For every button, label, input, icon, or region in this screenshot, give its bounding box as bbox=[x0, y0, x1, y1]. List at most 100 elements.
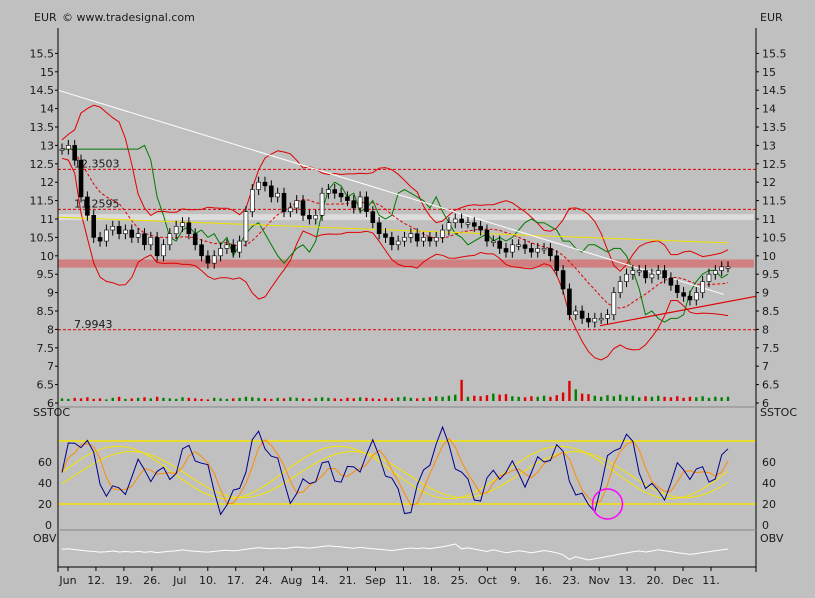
volume-bar bbox=[396, 397, 400, 401]
volume-bar bbox=[136, 397, 140, 401]
y-tick-label-left: 7.5 bbox=[37, 342, 55, 355]
candle-body bbox=[643, 270, 648, 279]
candle-body bbox=[224, 244, 230, 249]
x-tick-label: Nov bbox=[588, 574, 610, 587]
volume-bar bbox=[485, 395, 489, 401]
sstoc-tick-right: 0 bbox=[762, 519, 769, 532]
volume-bar bbox=[542, 395, 546, 401]
volume-bar bbox=[181, 397, 184, 401]
volume-bar bbox=[155, 396, 159, 401]
x-tick-label: 19. bbox=[115, 574, 133, 587]
y-tick-label-right: 11.5 bbox=[762, 195, 787, 208]
lagging-line bbox=[62, 144, 729, 323]
y-tick-label-left: 10 bbox=[40, 250, 54, 263]
volume-bar bbox=[618, 394, 622, 401]
sstoc-slow-line-2 bbox=[61, 450, 729, 499]
candle-body bbox=[249, 189, 255, 212]
y-tick-label-right: 10 bbox=[762, 250, 776, 263]
y-tick-label-left: 12.5 bbox=[30, 158, 55, 171]
volume-bar bbox=[320, 397, 324, 401]
volume-bar bbox=[314, 397, 317, 401]
volume-bar bbox=[669, 397, 673, 401]
candle-body bbox=[173, 226, 179, 235]
volume-bar bbox=[194, 398, 197, 401]
y-tick-label-right: 6 bbox=[762, 397, 769, 410]
volume-bar bbox=[612, 396, 616, 401]
y-tick-label-left: 7 bbox=[47, 360, 54, 373]
x-tick-label: Dec bbox=[672, 574, 693, 587]
obv-label-right: OBV bbox=[760, 532, 784, 545]
volume-bar bbox=[206, 399, 210, 401]
x-tick-label: Sep bbox=[365, 574, 386, 587]
volume-bar bbox=[79, 398, 83, 401]
x-tick-label: 23. bbox=[562, 574, 580, 587]
candle-body bbox=[503, 248, 509, 253]
volume-bar bbox=[695, 397, 698, 401]
candle-body bbox=[421, 237, 426, 242]
candle-body bbox=[230, 244, 236, 253]
candle-body bbox=[351, 200, 357, 209]
candle-body bbox=[135, 233, 141, 238]
volume-bar bbox=[111, 397, 114, 401]
candle-body bbox=[199, 244, 204, 257]
candle-body bbox=[307, 215, 312, 220]
candle-body bbox=[300, 200, 306, 216]
y-tick-label-left: 11 bbox=[40, 213, 54, 226]
sstoc-tick-left: 20 bbox=[38, 498, 52, 511]
candle-body bbox=[205, 255, 211, 264]
y-tick-label-left: 12 bbox=[40, 176, 54, 189]
candle-body bbox=[630, 270, 636, 275]
sstoc-tick-left: 0 bbox=[45, 519, 52, 532]
volume-bar bbox=[390, 398, 394, 401]
sstoc-tick-right: 40 bbox=[762, 477, 776, 490]
volume-bar bbox=[460, 379, 463, 401]
y-tick-label-left: 9.5 bbox=[37, 268, 55, 281]
volume-bar bbox=[346, 397, 349, 401]
candle-body bbox=[313, 215, 319, 220]
volume-bar bbox=[549, 396, 552, 401]
volume-bar bbox=[92, 398, 95, 401]
x-tick-label: 26. bbox=[143, 574, 161, 587]
candle-body bbox=[440, 229, 445, 238]
candle-body bbox=[719, 266, 724, 271]
candle-body bbox=[186, 222, 192, 235]
candle-body bbox=[72, 145, 77, 161]
volume-bar bbox=[124, 398, 127, 401]
volume-bar bbox=[599, 396, 603, 401]
y-tick-label-right: 10.5 bbox=[762, 231, 787, 244]
volume-bar bbox=[644, 396, 647, 401]
candle-body bbox=[338, 192, 344, 198]
sstoc-label-right: SSTOC bbox=[760, 406, 797, 419]
candle-body bbox=[161, 244, 166, 257]
volume-bar bbox=[580, 393, 584, 401]
candle-body bbox=[116, 226, 122, 235]
x-tick-label: 12. bbox=[87, 574, 105, 587]
volume-bar bbox=[498, 394, 501, 401]
candle-body bbox=[560, 270, 566, 290]
y-tick-label-right: 15.5 bbox=[762, 47, 787, 60]
volume-bar bbox=[295, 397, 298, 401]
y-tick-label-left: 13.5 bbox=[30, 121, 55, 134]
volume-bar bbox=[466, 396, 470, 401]
candle-body bbox=[725, 266, 731, 269]
candle-body bbox=[332, 189, 338, 194]
candle-body bbox=[605, 314, 610, 319]
candle-body bbox=[687, 295, 693, 301]
candle-body bbox=[617, 281, 623, 293]
volume-bar bbox=[688, 396, 692, 401]
volume-bar bbox=[327, 397, 330, 401]
volume-bar bbox=[200, 398, 203, 401]
candle-body bbox=[548, 248, 553, 257]
candle-body bbox=[567, 288, 572, 315]
volume-bar bbox=[225, 398, 229, 401]
candle-body bbox=[262, 181, 268, 187]
volume-bar bbox=[86, 397, 89, 401]
volume-bar bbox=[447, 395, 451, 401]
support-trendline bbox=[599, 295, 757, 327]
candle-body bbox=[586, 318, 591, 323]
volume-bar bbox=[536, 396, 539, 401]
x-tick-label: 25. bbox=[451, 574, 469, 587]
candle-body bbox=[154, 237, 160, 257]
volume-bar bbox=[168, 398, 172, 401]
